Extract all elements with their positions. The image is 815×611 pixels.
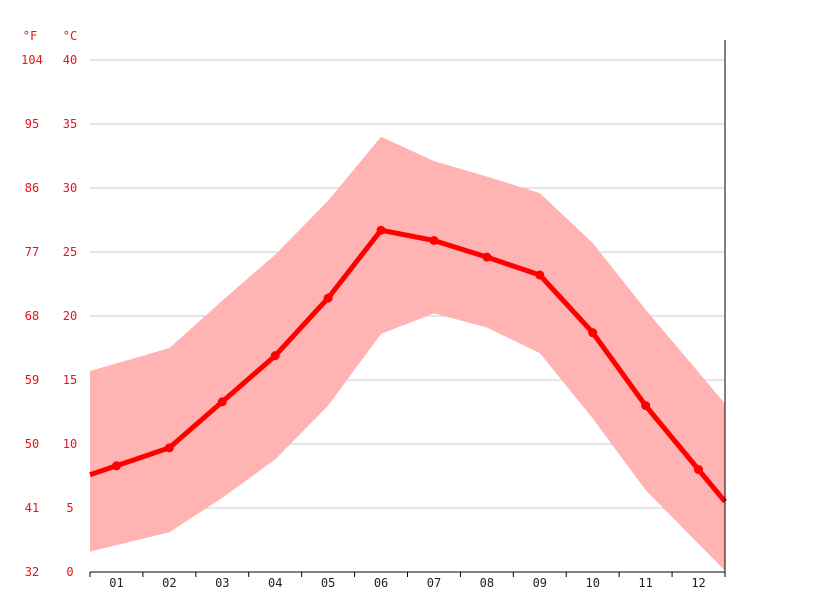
y-tick-label-fahrenheit: 41	[25, 501, 39, 515]
x-tick-label-09: 09	[533, 576, 547, 590]
data-point-09	[535, 270, 545, 280]
range-area	[90, 136, 725, 571]
x-tick-label-05: 05	[321, 576, 335, 590]
y-tick-label-fahrenheit: 77	[25, 245, 39, 259]
y-tick-label-celsius: 0	[66, 565, 73, 579]
data-point-07	[429, 235, 439, 245]
x-tick-label-11: 11	[638, 576, 652, 590]
x-tick-label-07: 07	[427, 576, 441, 590]
y-tick-label-celsius: 40	[63, 53, 77, 67]
data-point-03	[217, 397, 227, 407]
y-tick-label-fahrenheit: 32	[25, 565, 39, 579]
y-tick-label-celsius: 25	[63, 245, 77, 259]
y-tick-label-fahrenheit: 104	[21, 53, 43, 67]
data-point-12	[694, 465, 704, 475]
y-axis-labels: °F °C 0 32 5 41 10 50 15 59 20 68 25 77 30 86 35 95 40 10…	[21, 29, 77, 579]
data-point-02	[164, 443, 174, 453]
x-tick-label-10: 10	[585, 576, 599, 590]
x-tick-label-12: 12	[691, 576, 705, 590]
data-point-04	[270, 351, 280, 361]
x-tick-label-06: 06	[374, 576, 388, 590]
celsius-unit-label: °C	[63, 29, 77, 43]
axes	[89, 40, 726, 577]
y-tick-label-celsius: 5	[66, 501, 73, 515]
data-point-05	[323, 293, 333, 303]
y-tick-label-fahrenheit: 59	[25, 373, 39, 387]
y-tick-label-fahrenheit: 50	[25, 437, 39, 451]
y-tick-label-fahrenheit: 95	[25, 117, 39, 131]
fahrenheit-unit-label: °F	[23, 29, 37, 43]
x-tick-label-03: 03	[215, 576, 229, 590]
data-point-10	[588, 328, 598, 338]
data-point-11	[641, 401, 651, 411]
x-tick-label-01: 01	[109, 576, 123, 590]
x-axis-labels: 01 02 03 04 05 06 07 08 09 10 11 12	[109, 576, 706, 590]
y-tick-label-celsius: 30	[63, 181, 77, 195]
data-point-06	[376, 225, 386, 235]
y-tick-label-celsius: 20	[63, 309, 77, 323]
x-tick-label-08: 08	[480, 576, 494, 590]
data-point-01	[111, 461, 121, 471]
y-tick-label-celsius: 10	[63, 437, 77, 451]
average-temperature-line	[89, 225, 727, 504]
x-tick-label-04: 04	[268, 576, 282, 590]
y-tick-label-celsius: 35	[63, 117, 77, 131]
average-line	[89, 227, 727, 504]
y-tick-label-fahrenheit: 86	[25, 181, 39, 195]
temperature-range-band	[90, 136, 725, 571]
y-tick-label-celsius: 15	[63, 373, 77, 387]
x-tick-label-02: 02	[162, 576, 176, 590]
data-point-08	[482, 252, 492, 262]
y-tick-label-fahrenheit: 68	[25, 309, 39, 323]
